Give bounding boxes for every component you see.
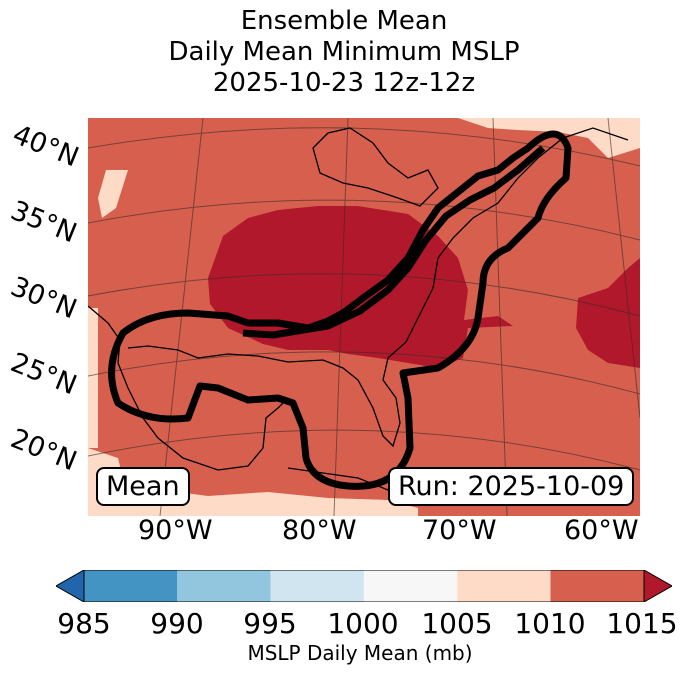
colorbar: [56, 570, 672, 602]
lat-label-35: 35°N: [6, 195, 81, 250]
lat-label-40: 40°N: [8, 119, 83, 174]
title-line-3: 2025-10-23 12z-12z: [212, 68, 476, 98]
ensemble-contour: [108, 130, 572, 490]
colorbar-tick-1015: 1015: [606, 607, 678, 640]
title-line-1: Ensemble Mean: [240, 6, 448, 36]
colorbar-tick-985: 985: [57, 607, 111, 640]
colorbar-tick-995: 995: [243, 607, 297, 640]
graticule: [88, 118, 640, 516]
mslp-map: [88, 118, 640, 516]
colorbar-bin-1005: [457, 570, 551, 602]
colorbar-extend-low: [56, 570, 85, 602]
lat-label-30: 30°N: [6, 271, 81, 326]
colorbar-bin-990: [177, 570, 271, 602]
colorbar-bin-995: [270, 570, 364, 602]
colorbar-tick-1000: 1000: [327, 607, 399, 640]
lon-label-80: 80°W: [282, 515, 357, 546]
colorbar-tick-990: 990: [150, 607, 204, 640]
ensemble-mean-label: Mean: [96, 467, 190, 506]
colorbar-extend-high: [643, 570, 672, 602]
mslp-field-1010-1015-sw: [88, 308, 98, 448]
lon-label-60: 60°W: [564, 515, 639, 546]
run-date-label: Run: 2025-10-09: [388, 467, 635, 506]
mslp-field-low-east: [576, 258, 640, 368]
lat-label-25: 25°N: [6, 347, 81, 402]
colorbar-bin-1010: [550, 570, 644, 602]
mslp-field-1010-1015-w: [98, 170, 128, 218]
colorbar-bin-985: [84, 570, 178, 602]
colorbar-tick-1010: 1010: [514, 607, 586, 640]
colorbar-tick-1005: 1005: [421, 607, 493, 640]
colorbar-bin-1000: [363, 570, 458, 602]
lon-label-70: 70°W: [422, 515, 497, 546]
lon-label-90: 90°W: [138, 515, 213, 546]
lat-label-20: 20°N: [6, 423, 81, 478]
title-line-2: Daily Mean Minimum MSLP: [168, 37, 520, 67]
ensemble-contour-inner: [242, 145, 546, 339]
colorbar-label: MSLP Daily Mean (mb): [247, 641, 473, 665]
